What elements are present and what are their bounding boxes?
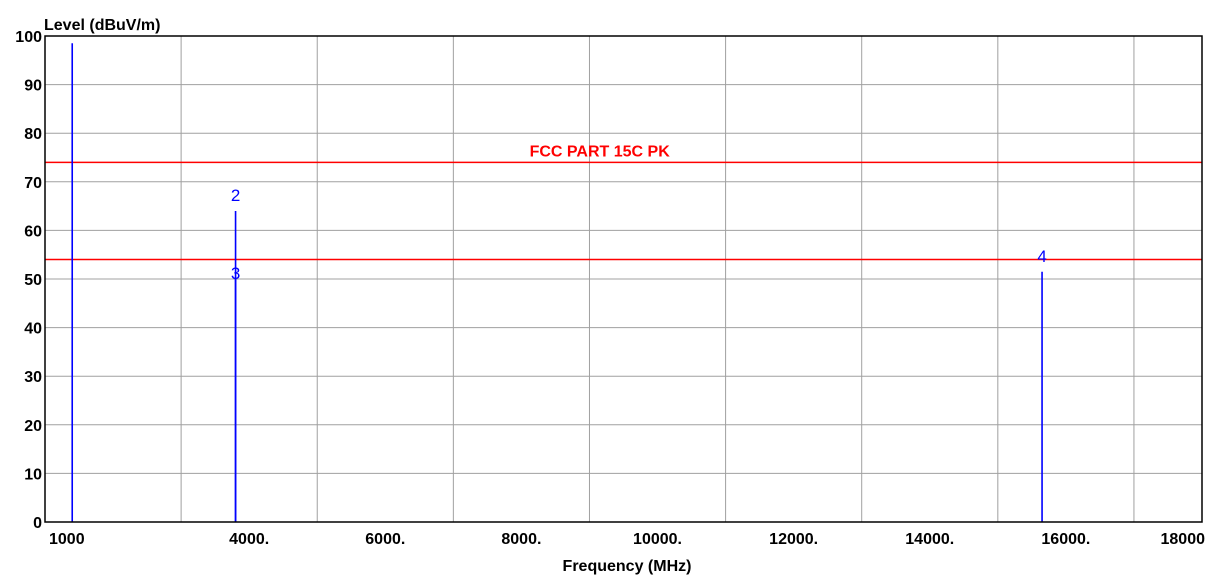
emission-marker-label: 3 xyxy=(231,264,240,283)
labels: FCC PART 15C PK2340102030405060708090100… xyxy=(15,29,1205,548)
plot-frame xyxy=(44,35,1203,523)
y-tick-label: 60 xyxy=(24,223,42,240)
y-tick-label: 30 xyxy=(24,369,42,386)
y-tick-label: 80 xyxy=(24,126,42,143)
x-tick-label: 12000. xyxy=(769,531,818,548)
emission-lines xyxy=(71,43,1043,522)
x-axis-title: Frequency (MHz) xyxy=(563,558,692,575)
y-tick-label: 40 xyxy=(24,321,42,338)
x-tick-label: 16000. xyxy=(1041,531,1090,548)
y-axis-title: Level (dBuV/m) xyxy=(44,17,160,34)
limit-lines xyxy=(45,161,1202,261)
x-tick-label: 4000. xyxy=(229,531,269,548)
y-tick-label: 50 xyxy=(24,272,42,289)
x-tick-label: 10000. xyxy=(633,531,682,548)
grid xyxy=(45,36,1202,522)
x-tick-label: 14000. xyxy=(905,531,954,548)
x-tick-label: 18000 xyxy=(1161,531,1206,548)
emission-marker-label: 4 xyxy=(1037,247,1046,266)
emission-marker-label: 2 xyxy=(231,186,240,205)
y-tick-label: 0 xyxy=(33,515,42,532)
x-tick-label: 6000. xyxy=(365,531,405,548)
y-tick-label: 90 xyxy=(24,78,42,95)
x-tick-label: 1000 xyxy=(49,531,85,548)
limit-line-label: FCC PART 15C PK xyxy=(530,143,671,160)
y-tick-label: 10 xyxy=(24,466,42,483)
y-tick-label: 20 xyxy=(24,418,42,435)
y-tick-label: 70 xyxy=(24,175,42,192)
y-tick-label: 100 xyxy=(15,29,42,46)
x-tick-label: 8000. xyxy=(501,531,541,548)
axes xyxy=(44,35,1203,523)
